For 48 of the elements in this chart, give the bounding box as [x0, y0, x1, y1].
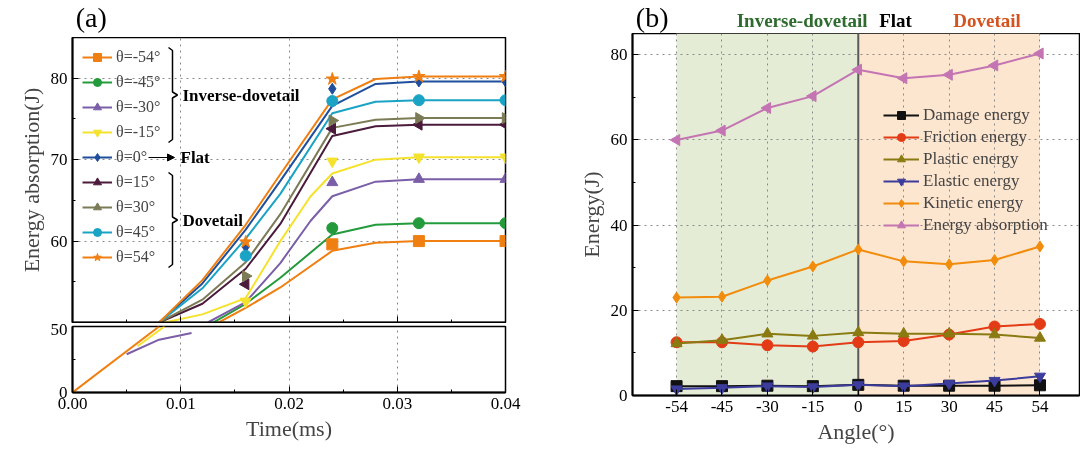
band-label: Dovetail: [953, 9, 1021, 31]
y-axis-title: Energy absorption(J): [18, 87, 44, 273]
legend-label: Damage energy: [923, 105, 1030, 125]
y-tick-label: 60: [50, 231, 68, 251]
ref-line-label: Flat: [879, 9, 913, 31]
legend-label: Energy absorption: [923, 215, 1048, 235]
y-tick-label: 50: [50, 319, 68, 339]
x-tick-label: -54: [665, 396, 689, 416]
x-tick-label: 0.03: [382, 393, 413, 413]
legend-label: θ=-54°: [116, 47, 161, 67]
y-tick-label: 70: [50, 150, 68, 170]
legend-label: θ=-45°: [116, 72, 161, 92]
y-tick-label: 20: [610, 300, 628, 320]
legend-label: Elastic energy: [923, 171, 1020, 191]
legend-label: θ=54°: [116, 247, 156, 267]
x-tick-label: 0.02: [274, 393, 304, 413]
legend-label: θ=30°: [116, 197, 156, 217]
y-tick-label: 40: [610, 215, 628, 235]
legend-label: θ=-30°: [116, 97, 161, 117]
text: (b): [635, 1, 669, 33]
legend-label: θ=15°: [116, 172, 156, 192]
y-tick-label: 80: [50, 68, 68, 88]
legend-label: Kinetic energy: [923, 193, 1024, 213]
legend-label: θ=45°: [116, 222, 156, 242]
annotation: Dovetail: [182, 210, 244, 230]
legend-label: θ=0°: [116, 147, 148, 167]
y-axis-title: Energy(J): [578, 171, 604, 258]
x-tick-label: 0: [854, 396, 863, 416]
x-tick-label: 0.01: [165, 393, 196, 413]
x-tick-label: -15: [801, 396, 825, 416]
text: (a): [75, 1, 107, 33]
y-tick-label: 60: [610, 130, 628, 150]
legend-label: Friction energy: [923, 127, 1028, 147]
x-tick-label: 45: [986, 396, 1004, 416]
x-tick-label: 54: [1031, 396, 1049, 416]
x-axis-title: Angle(°): [817, 418, 895, 444]
x-tick-label: 0.04: [490, 393, 521, 413]
x-tick-label: 15: [895, 396, 913, 416]
band-label: Inverse-dovetail: [736, 9, 868, 31]
x-tick-label: -45: [710, 396, 734, 416]
x-axis-title: Time(ms): [246, 415, 332, 441]
annotation: Flat: [180, 148, 211, 167]
x-tick-label: 30: [940, 396, 958, 416]
y-tick-label: 80: [610, 45, 628, 65]
x-tick-label: -30: [756, 396, 779, 416]
annotation: Inverse-dovetail: [182, 85, 300, 105]
legend-label: Plastic energy: [923, 149, 1019, 169]
legend-label: θ=-15°: [116, 122, 161, 142]
